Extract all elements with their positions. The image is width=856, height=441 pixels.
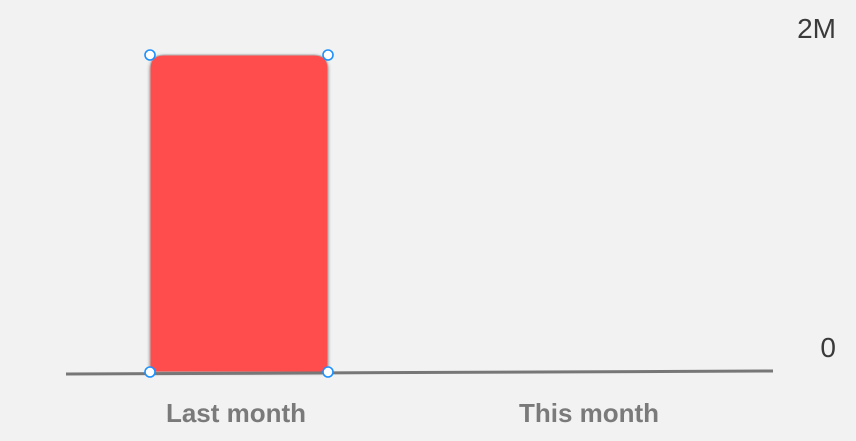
- resize-handle-bottom-right[interactable]: [322, 366, 334, 378]
- bar-last-month[interactable]: [149, 54, 329, 373]
- resize-handle-bottom-left[interactable]: [144, 366, 156, 378]
- resize-handle-top-left[interactable]: [144, 49, 156, 61]
- bars-group: [149, 54, 329, 373]
- selection-handles: [144, 49, 334, 378]
- x-tick-label-this-month: This month: [519, 398, 659, 428]
- x-axis-baseline: [65, 369, 774, 376]
- x-tick-label-last-month: Last month: [166, 398, 306, 428]
- resize-handle-top-right[interactable]: [322, 49, 334, 61]
- y-tick-label-top: 2M: [797, 13, 836, 44]
- y-axis-ticks: 2M 0: [797, 13, 836, 363]
- x-axis-labels: Last month This month: [166, 398, 659, 428]
- y-tick-label-zero: 0: [820, 332, 836, 363]
